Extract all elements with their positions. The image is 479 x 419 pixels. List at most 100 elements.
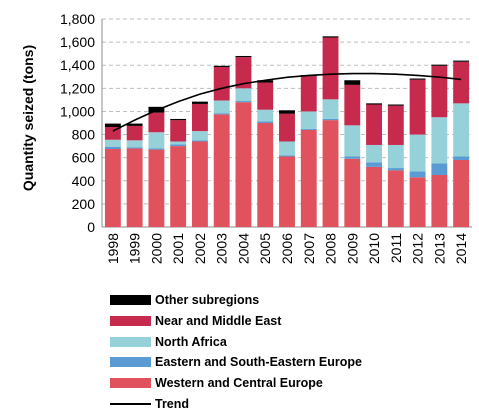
bar-segment-western-and-central-europe [300, 129, 317, 227]
x-tick-label: 1999 [127, 233, 143, 264]
bar-segment-north-africa [409, 134, 426, 172]
legend-label: Near and Middle East [155, 314, 282, 329]
bar-segment-western-and-central-europe [453, 159, 470, 227]
bar-segment-other-subregions [257, 80, 274, 83]
bar-segment-other-subregions [191, 101, 208, 104]
x-tick-label: 2002 [192, 233, 208, 264]
legend-line-swatch [110, 402, 151, 405]
bar-segment-eastern-and-south-eastern-europe [300, 128, 317, 130]
bar-segment-eastern-and-south-eastern-europe [409, 171, 426, 178]
bar-segment-near-and-middle-east [279, 113, 295, 142]
bar-segment-near-and-middle-east [148, 112, 165, 133]
bar-segment-other-subregions [322, 36, 339, 38]
x-tick-label: 2013 [431, 233, 447, 264]
bar-segment-western-and-central-europe [366, 166, 383, 227]
bar-segment-other-subregions [409, 78, 426, 80]
bar-segment-eastern-and-south-eastern-europe [191, 140, 208, 142]
bar-segment-near-and-middle-east [409, 79, 426, 135]
bar-segment-other-subregions [213, 65, 230, 67]
y-tick-label: 1,600 [60, 34, 95, 50]
bar-segment-near-and-middle-east [453, 61, 470, 104]
bar-segment-eastern-and-south-eastern-europe [366, 162, 383, 167]
bar-segment-near-and-middle-east [213, 66, 230, 101]
bar-segment-near-and-middle-east [431, 65, 448, 118]
legend: Other subregions Near and Middle East Nort… [110, 290, 362, 414]
bar-segment-eastern-and-south-eastern-europe [453, 156, 470, 160]
bar-segment-north-africa [279, 141, 295, 156]
bar-segment-north-africa [300, 111, 317, 129]
bar-segment-near-and-middle-east [300, 76, 317, 112]
bar-segment-north-africa [191, 131, 208, 141]
y-tick-label: 1,000 [60, 103, 95, 119]
bar-segment-western-and-central-europe [322, 120, 339, 227]
legend-item: Trend [110, 393, 362, 414]
bars [104, 36, 470, 227]
bar-segment-north-africa [344, 125, 361, 157]
legend-item: Other subregions [110, 290, 362, 311]
bar-segment-near-and-middle-east [322, 37, 339, 100]
y-tick-labels: 0 200 400 600 800 1,000 1,200 1,400 1,600 1,800 [60, 11, 95, 235]
bar-segment-western-and-central-europe [344, 158, 361, 227]
legend-swatch [110, 378, 151, 389]
bar-segment-eastern-and-south-eastern-europe [279, 155, 295, 157]
y-tick-label: 1,800 [60, 11, 95, 27]
x-tick-label: 2000 [148, 233, 164, 264]
x-tick-label: 2004 [235, 233, 251, 264]
bar-segment-near-and-middle-east [170, 120, 187, 142]
bar-segment-western-and-central-europe [409, 177, 426, 227]
bar-segment-other-subregions [453, 60, 470, 62]
y-tick-label: 1,400 [60, 57, 95, 73]
bar-segment-eastern-and-south-eastern-europe [170, 144, 187, 147]
bar-segment-western-and-central-europe [104, 149, 121, 227]
x-tick-label: 2005 [257, 233, 273, 264]
bar-segment-north-africa [387, 144, 404, 169]
legend-item: Near and Middle East [110, 311, 362, 332]
bar-segment-eastern-and-south-eastern-europe [344, 156, 361, 159]
x-tick-label: 2003 [214, 233, 230, 264]
y-tick-label: 800 [72, 127, 96, 143]
bar-segment-other-subregions [170, 118, 187, 121]
bar-segment-other-subregions [126, 123, 143, 126]
trend-layer [112, 72, 462, 132]
bar-segment-eastern-and-south-eastern-europe [148, 148, 165, 150]
x-tick-labels: 1998 1999 2000 2001 2002 2003 2004 2005 2006 2007… [105, 233, 469, 264]
legend-label: Other subregions [155, 293, 260, 308]
bar-segment-other-subregions [235, 55, 252, 58]
bar-segment-western-and-central-europe [191, 141, 208, 227]
y-axis-label: Quantity seized (tons) [20, 45, 36, 191]
bar-segment-north-africa [453, 103, 470, 157]
bar-segment-other-subregions [366, 103, 383, 105]
bar-segment-eastern-and-south-eastern-europe [126, 147, 143, 149]
bar-segment-north-africa [170, 141, 187, 145]
bar-segment-western-and-central-europe [279, 156, 295, 227]
bar-segment-north-africa [126, 140, 143, 148]
bar-segment-eastern-and-south-eastern-europe [322, 118, 339, 121]
stacked-bar-chart: 0 200 400 600 800 1,000 1,200 1,400 1,600 1,800 1… [20, 11, 472, 264]
bar-segment-north-africa [257, 109, 274, 122]
legend-item: North Africa [110, 331, 362, 352]
bar-segment-other-subregions [387, 104, 404, 106]
bar-segment-western-and-central-europe [213, 114, 230, 227]
bar-segment-near-and-middle-east [191, 103, 208, 132]
bar-segment-western-and-central-europe [257, 123, 274, 227]
bar-segment-near-and-middle-east [235, 57, 252, 89]
bar-segment-eastern-and-south-eastern-europe [213, 113, 230, 115]
bar-segment-eastern-and-south-eastern-europe [257, 121, 274, 123]
x-tick-label: 2012 [410, 233, 426, 264]
bar-segment-western-and-central-europe [148, 149, 165, 227]
bar-segment-north-africa [104, 139, 121, 147]
bar-segment-north-africa [235, 88, 252, 102]
legend-swatch [110, 357, 151, 368]
x-tick-label: 2009 [344, 233, 360, 264]
bar-segment-north-africa [366, 144, 383, 163]
y-tick-label: 600 [72, 150, 96, 166]
x-tick-label: 2007 [301, 233, 317, 264]
x-tick-label: 2014 [453, 233, 469, 264]
bar-segment-near-and-middle-east [257, 82, 274, 110]
bar-segment-western-and-central-europe [387, 170, 404, 227]
bar-segment-western-and-central-europe [170, 146, 187, 227]
legend-label: Trend [155, 396, 190, 411]
bar-segment-eastern-and-south-eastern-europe [387, 168, 404, 171]
legend-swatch [110, 316, 151, 327]
legend-swatch [110, 295, 151, 306]
